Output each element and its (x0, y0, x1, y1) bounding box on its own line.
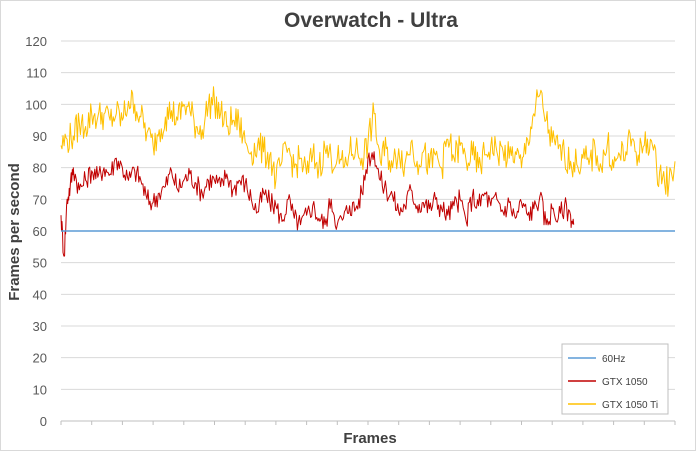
y-tick-label: 60 (33, 224, 47, 239)
y-tick-label: 100 (25, 97, 47, 112)
y-tick-label: 10 (33, 382, 47, 397)
y-tick-label: 0 (40, 414, 47, 429)
y-axis-title: Frames per second (6, 163, 23, 301)
series-line-gtx-1050 (60, 151, 575, 257)
y-tick-label: 30 (33, 319, 47, 334)
y-tick-label: 120 (25, 34, 47, 49)
legend-label-gtx1050: GTX 1050 (602, 377, 648, 388)
y-tick-label: 90 (33, 129, 47, 144)
y-tick-label: 80 (33, 161, 47, 176)
y-tick-label: 70 (33, 192, 47, 207)
x-tick-marks (60, 421, 676, 425)
legend: 60Hz GTX 1050 GTX 1050 Ti (561, 343, 669, 415)
y-tick-label: 50 (33, 256, 47, 271)
legend-label-gtx1050ti: GTX 1050 Ti (602, 400, 658, 411)
y-tick-label: 20 (33, 351, 47, 366)
legend-label-60hz: 60Hz (602, 354, 625, 365)
x-axis-title: Frames (343, 430, 396, 447)
series-line-gtx-1050-ti (60, 86, 676, 197)
series-layer (60, 86, 676, 257)
y-tick-label: 110 (26, 66, 47, 81)
chart-title: Overwatch - Ultra (284, 9, 458, 32)
y-tick-labels: 0 10 20 30 40 50 60 70 80 90 100 110 120 (25, 34, 47, 429)
y-tick-label: 40 (33, 287, 47, 302)
legend-box (561, 343, 669, 415)
